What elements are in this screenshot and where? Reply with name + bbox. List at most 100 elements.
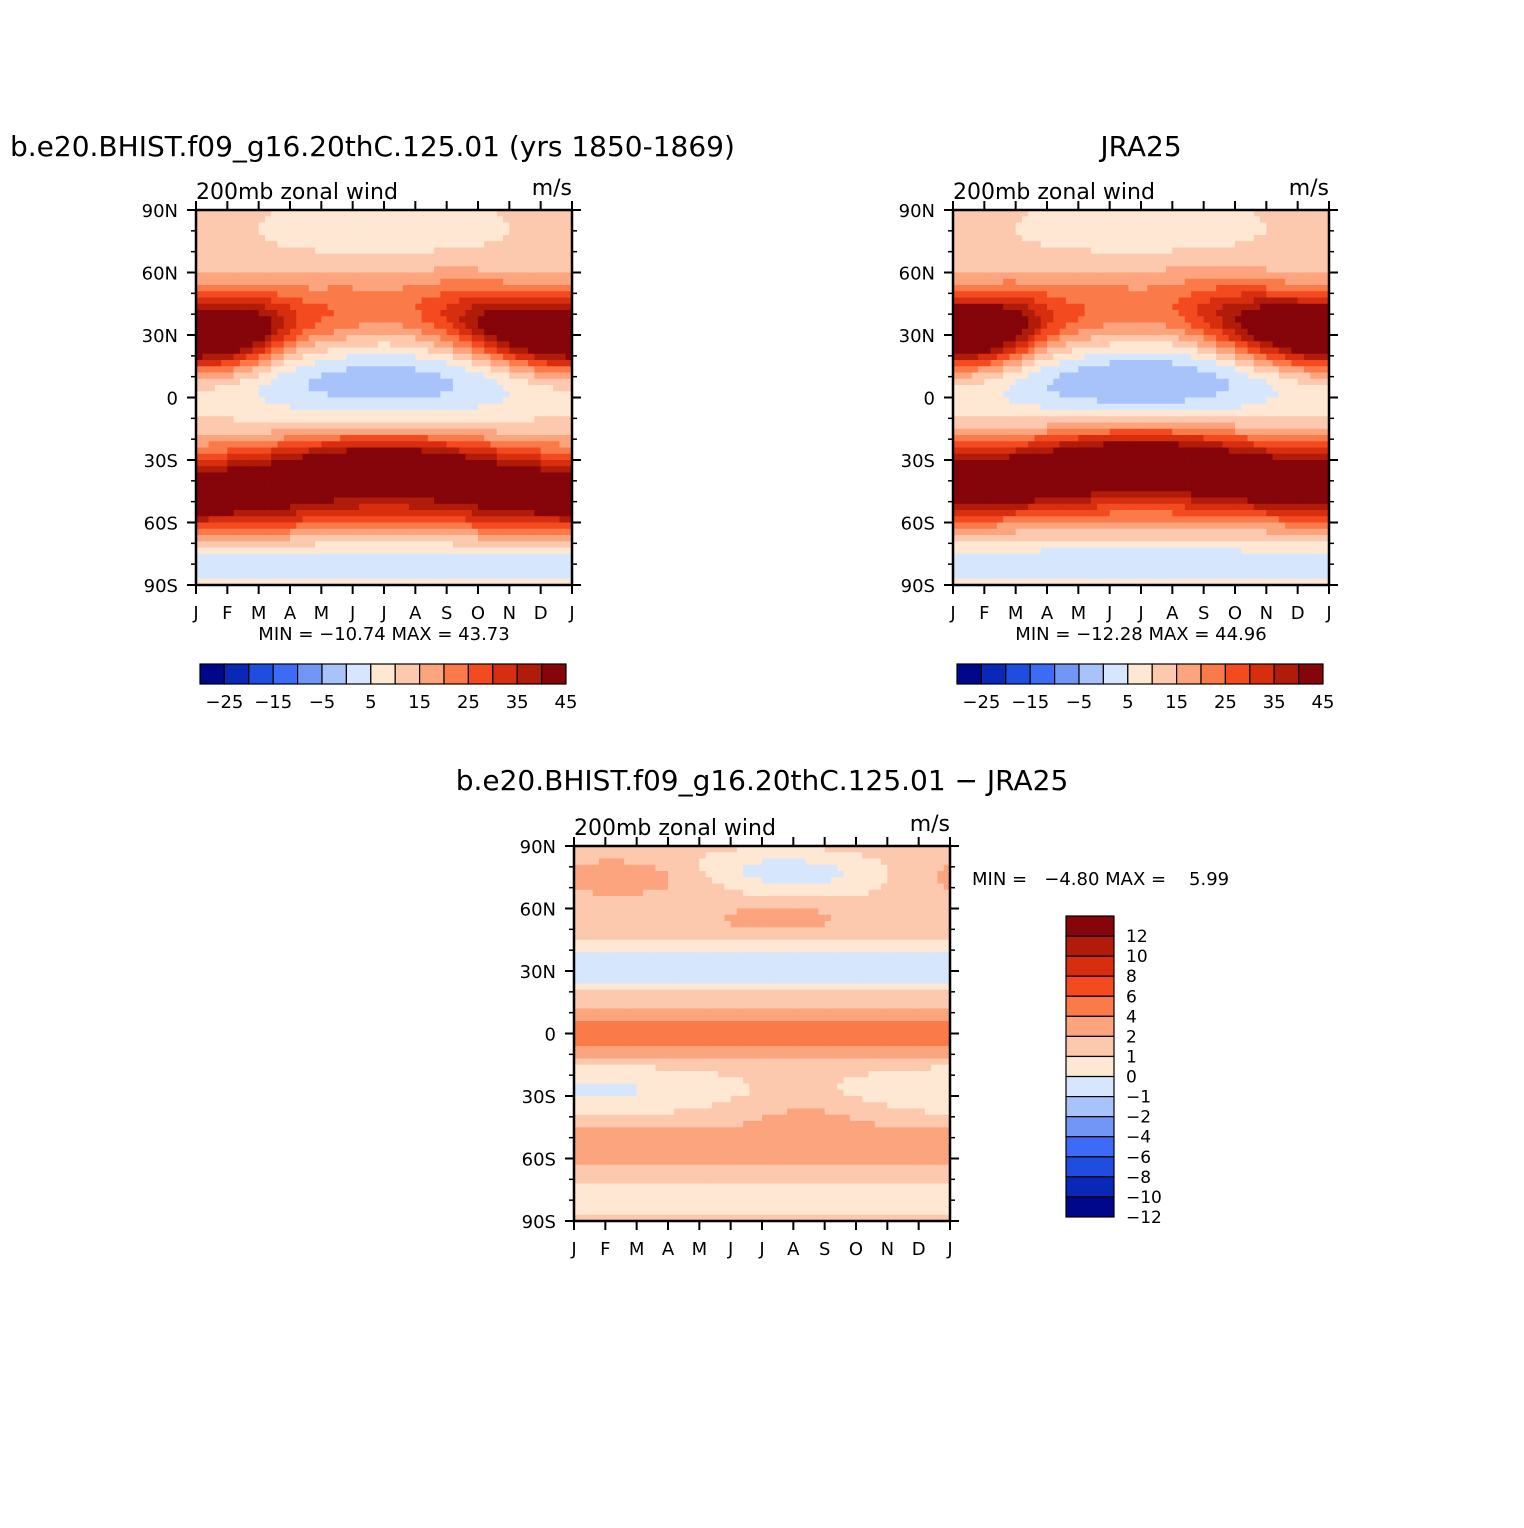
field-cell: [265, 554, 272, 561]
field-cell: [277, 285, 284, 292]
field-cell: [428, 548, 435, 555]
field-cell: [434, 529, 441, 536]
field-cell: [334, 491, 341, 498]
field-cell: [1041, 291, 1048, 298]
field-cell: [491, 304, 498, 311]
field-cell: [509, 341, 516, 348]
field-cell: [422, 323, 429, 330]
field-cell: [478, 435, 485, 442]
field-cell: [265, 473, 272, 480]
field-cell: [559, 298, 566, 305]
field-cell: [997, 404, 1004, 411]
field-cell: [403, 398, 410, 405]
field-cell: [315, 448, 322, 455]
field-cell: [1016, 504, 1023, 511]
field-cell: [409, 529, 416, 536]
field-cell: [384, 329, 391, 336]
field-cell: [328, 454, 335, 461]
field-cell: [459, 529, 466, 536]
field-cell: [227, 485, 234, 492]
field-cell: [522, 335, 529, 342]
field-cell: [422, 235, 429, 242]
field-cell: [1041, 529, 1048, 536]
field-cell: [271, 460, 278, 467]
x-tick-label: F: [222, 603, 232, 624]
field-cell: [259, 473, 266, 480]
field-cell: [277, 410, 284, 417]
field-cell: [409, 329, 416, 336]
field-cell: [972, 366, 979, 373]
field-cell: [428, 410, 435, 417]
field-cell: [384, 466, 391, 473]
field-cell: [415, 473, 422, 480]
field-cell: [1003, 391, 1010, 398]
field-cell: [246, 223, 253, 230]
field-cell: [966, 423, 973, 430]
field-cell: [559, 241, 566, 248]
field-cell: [1034, 423, 1041, 430]
field-cell: [371, 404, 378, 411]
field-cell: [978, 373, 985, 380]
field-cell: [271, 410, 278, 417]
field-cell: [991, 454, 998, 461]
field-cell: [403, 391, 410, 398]
field-cell: [328, 304, 335, 311]
field-cell: [384, 391, 391, 398]
field-cell: [478, 279, 485, 286]
field-cell: [984, 316, 991, 323]
field-cell: [991, 379, 998, 386]
field-cell: [959, 498, 966, 505]
field-cell: [1028, 510, 1035, 517]
field-cell: [1003, 360, 1010, 367]
field-cell: [1028, 248, 1035, 255]
field-cell: [334, 454, 341, 461]
field-cell: [340, 516, 347, 523]
field-cell: [409, 479, 416, 486]
field-cell: [403, 435, 410, 442]
field-cell: [991, 410, 998, 417]
field-cell: [528, 516, 535, 523]
field-cell: [415, 291, 422, 298]
field-cell: [252, 373, 259, 380]
field-cell: [221, 316, 228, 323]
field-cell: [972, 223, 979, 230]
field-cell: [321, 435, 328, 442]
field-cell: [459, 229, 466, 236]
field-cell: [309, 216, 316, 223]
field-cell: [309, 435, 316, 442]
field-cell: [1041, 416, 1048, 423]
field-cell: [959, 266, 966, 273]
field-cell: [422, 285, 429, 292]
field-cell: [465, 310, 472, 317]
field-cell: [321, 410, 328, 417]
field-cell: [259, 316, 266, 323]
field-cell: [334, 316, 341, 323]
field-cell: [309, 510, 316, 517]
field-cell: [966, 266, 973, 273]
panel-obs-title: JRA25: [1098, 130, 1181, 163]
field-cell: [252, 260, 259, 267]
field-cell: [509, 298, 516, 305]
field-cell: [491, 529, 498, 536]
field-cell: [234, 416, 241, 423]
field-cell: [978, 541, 985, 548]
field-cell: [346, 504, 353, 511]
field-cell: [328, 460, 335, 467]
field-cell: [209, 466, 216, 473]
field-cell: [991, 229, 998, 236]
field-cell: [547, 523, 554, 530]
field-cell: [1072, 316, 1079, 323]
field-cell: [484, 441, 491, 448]
field-cell: [428, 404, 435, 411]
field-cell: [422, 429, 429, 436]
field-cell: [378, 335, 385, 342]
field-cell: [966, 348, 973, 355]
field-cell: [259, 348, 266, 355]
field-cell: [346, 341, 353, 348]
field-cell: [1016, 366, 1023, 373]
field-cell: [1066, 498, 1073, 505]
field-cell: [252, 341, 259, 348]
field-cell: [390, 323, 397, 330]
field-cell: [453, 523, 460, 530]
field-cell: [459, 491, 466, 498]
